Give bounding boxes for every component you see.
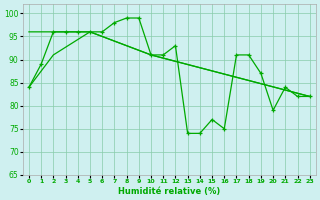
X-axis label: Humidité relative (%): Humidité relative (%) (118, 187, 220, 196)
